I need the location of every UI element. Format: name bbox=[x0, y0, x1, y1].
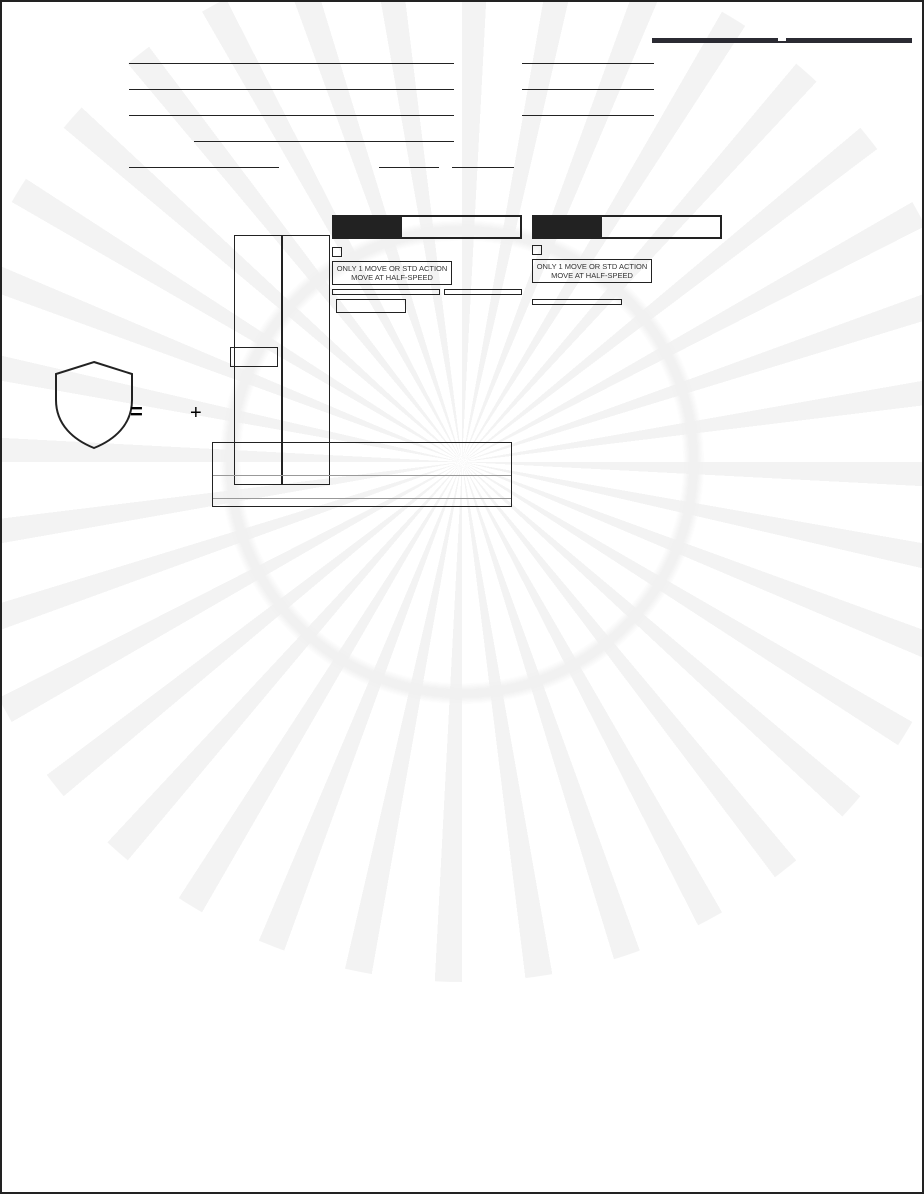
current-hits-box[interactable] bbox=[402, 217, 520, 237]
max-hits-box[interactable] bbox=[334, 217, 368, 237]
character-sheet: VITAL BOUNDS MM ONLY 1 MOVE OR STD ACTIO… bbox=[0, 0, 924, 1194]
hits-block: ONLY 1 MOVE OR STD ACTION MOVE AT HALF-SP… bbox=[332, 215, 522, 313]
hp-die-icon[interactable] bbox=[230, 347, 278, 367]
reserve-box bbox=[444, 289, 523, 295]
max-nonlethal-box2[interactable] bbox=[568, 217, 602, 237]
action-points-input[interactable] bbox=[452, 167, 514, 168]
staggered-checkbox[interactable] bbox=[532, 245, 542, 255]
massive-dmg-box bbox=[332, 289, 440, 295]
disabled-checkbox[interactable] bbox=[332, 247, 342, 257]
move-note-box2: ONLY 1 MOVE OR STD ACTION MOVE AT HALF-SP… bbox=[532, 259, 652, 283]
character-input[interactable] bbox=[129, 63, 454, 64]
equals-sign: = bbox=[130, 399, 143, 425]
max-nonlethal-box[interactable] bbox=[534, 217, 568, 237]
alignment-input[interactable] bbox=[522, 115, 654, 116]
player-input[interactable] bbox=[522, 63, 654, 64]
residence-input[interactable] bbox=[379, 167, 439, 168]
reputation-input[interactable] bbox=[129, 167, 279, 168]
armor-worn-box[interactable] bbox=[212, 442, 512, 507]
make-save-box bbox=[532, 299, 622, 305]
nonlethal-block: ONLY 1 MOVE OR STD ACTION MOVE AT HALF-SP… bbox=[532, 215, 722, 305]
die-types-input[interactable] bbox=[336, 299, 406, 313]
level-input[interactable] bbox=[522, 89, 654, 90]
patron-input[interactable] bbox=[194, 141, 454, 142]
max-hits-box2[interactable] bbox=[368, 217, 402, 237]
plus-sign: + bbox=[190, 402, 202, 425]
race-input[interactable] bbox=[129, 115, 454, 116]
move-note-box1: ONLY 1 MOVE OR STD ACTION MOVE AT HALF-SP… bbox=[332, 261, 452, 285]
class-input[interactable] bbox=[129, 89, 454, 90]
current-nonlethal-box[interactable] bbox=[602, 217, 720, 237]
armor-class-icon bbox=[49, 360, 139, 450]
